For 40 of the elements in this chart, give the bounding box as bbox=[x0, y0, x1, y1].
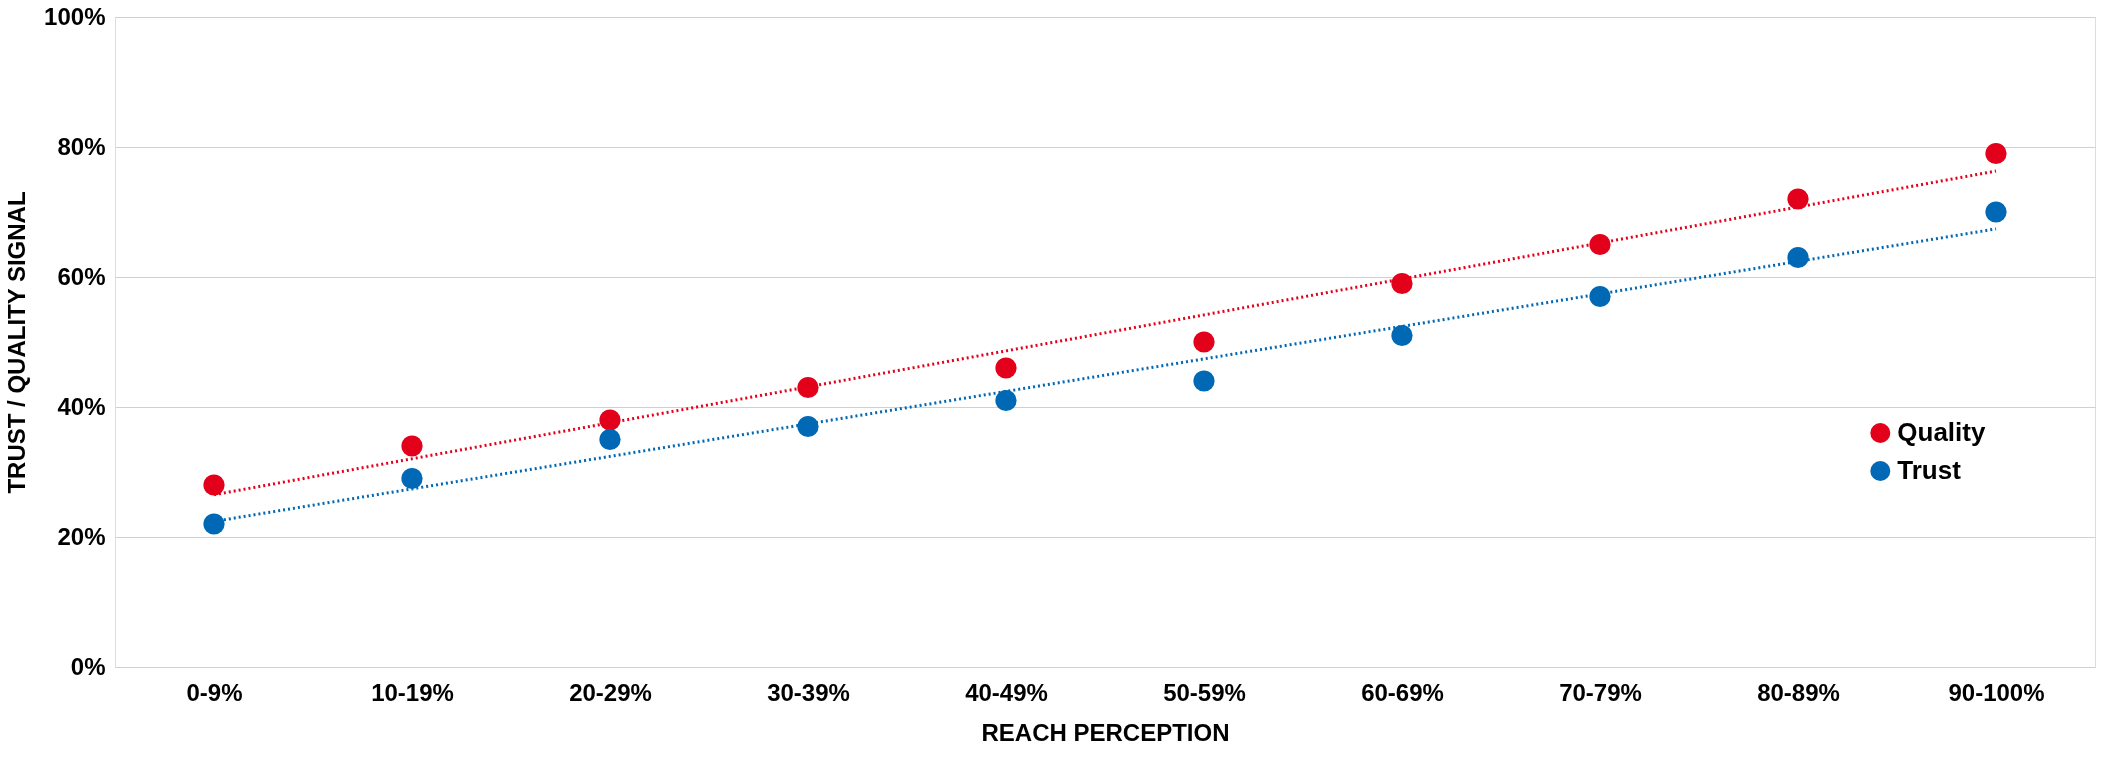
y-tick-label: 40% bbox=[57, 392, 106, 420]
x-tick-label: 70-79% bbox=[1559, 678, 1642, 706]
x-tick-label: 60-69% bbox=[1361, 678, 1444, 706]
point bbox=[995, 389, 1017, 412]
x-tick-label: 40-49% bbox=[965, 678, 1048, 706]
point bbox=[1193, 370, 1215, 392]
y-axis-title: TRUST / QUALITY SIGNAL bbox=[3, 191, 31, 494]
point bbox=[797, 415, 819, 438]
x-tick-label: 10-19% bbox=[371, 678, 454, 706]
point bbox=[599, 409, 621, 431]
point bbox=[203, 513, 225, 535]
point bbox=[1787, 246, 1809, 269]
x-tick-label: 50-59% bbox=[1163, 678, 1246, 706]
point bbox=[995, 357, 1017, 379]
point bbox=[1985, 201, 2007, 223]
point bbox=[401, 467, 423, 490]
point bbox=[203, 474, 225, 496]
point bbox=[1589, 233, 1611, 256]
point bbox=[401, 435, 423, 457]
point bbox=[1391, 324, 1413, 347]
y-tick-label: 20% bbox=[57, 522, 106, 550]
point bbox=[599, 428, 621, 451]
x-tick-label: 20-29% bbox=[569, 678, 652, 706]
point bbox=[1985, 142, 2007, 165]
x-tick-label: 80-89% bbox=[1757, 678, 1840, 706]
y-tick-label: 60% bbox=[57, 262, 106, 290]
y-tick-label: 0% bbox=[70, 652, 106, 680]
x-tick-label: 30-39% bbox=[767, 678, 850, 706]
point bbox=[1193, 331, 1215, 353]
point bbox=[797, 376, 819, 399]
point bbox=[1589, 285, 1611, 308]
point bbox=[1391, 272, 1413, 295]
x-tick-label: 90-100% bbox=[1948, 678, 2045, 706]
x-axis-title: REACH PERCEPTION bbox=[981, 718, 1230, 746]
legend-label: Quality bbox=[1897, 417, 1986, 447]
y-tick-label: 80% bbox=[57, 132, 106, 160]
legend-label: Trust bbox=[1897, 455, 1962, 485]
point bbox=[1787, 188, 1809, 210]
y-tick-label: 100% bbox=[44, 2, 106, 30]
x-tick-label: 0-9% bbox=[186, 678, 243, 706]
